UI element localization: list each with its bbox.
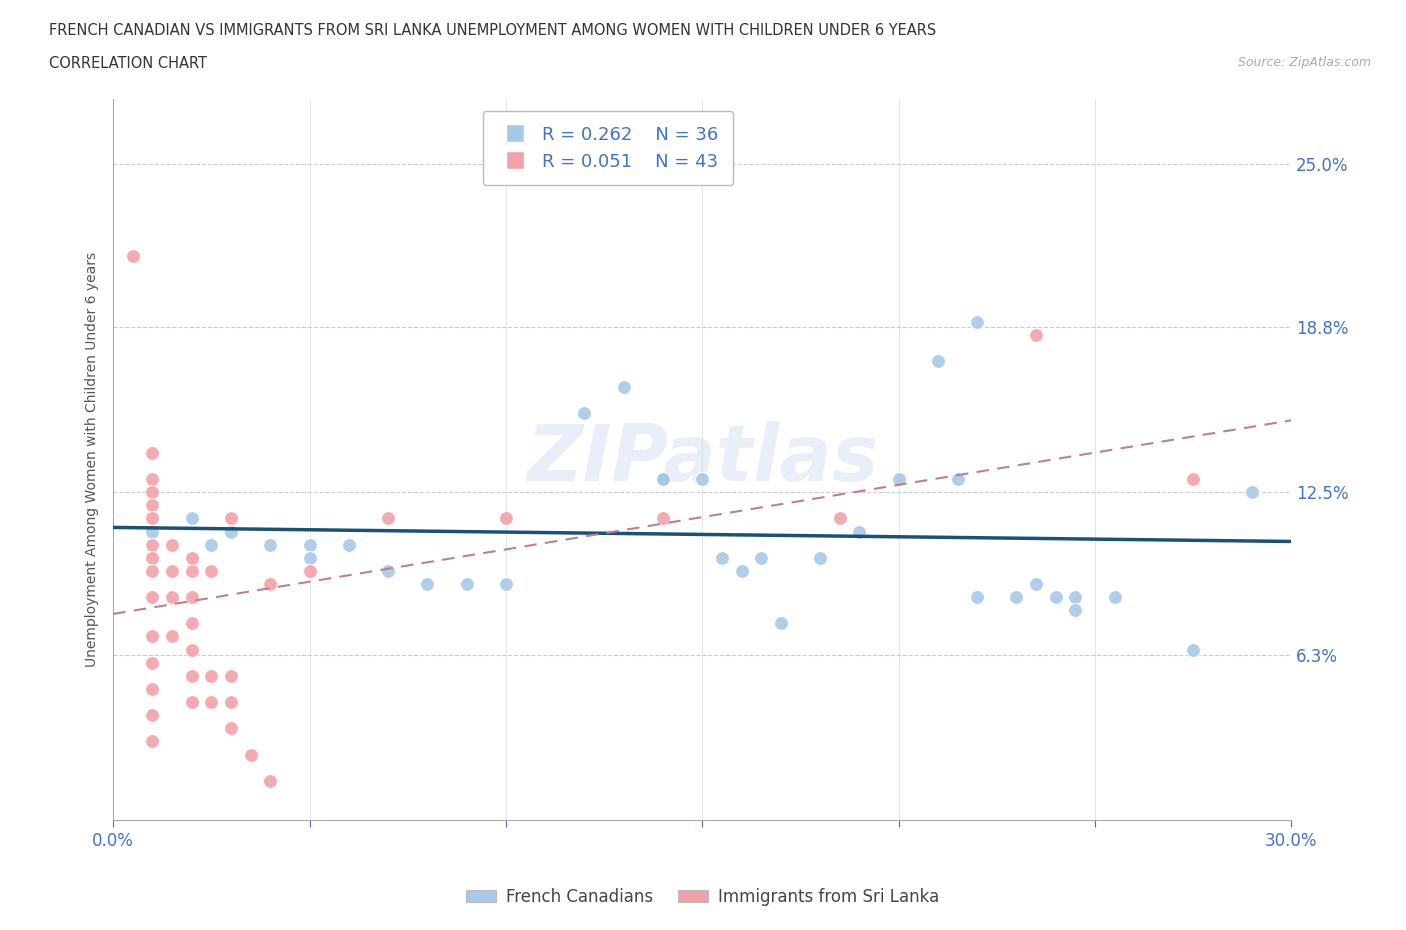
Point [337,538,360,552]
Point [946,472,969,486]
Point [1104,590,1126,604]
Point [495,577,517,591]
Point [180,695,202,710]
Point [141,472,163,486]
Point [456,577,478,591]
Point [180,551,202,565]
Point [377,564,399,578]
Point [259,774,281,789]
Point [416,577,439,591]
Point [574,406,596,421]
Point [1025,577,1047,591]
Text: CORRELATION CHART: CORRELATION CHART [49,56,207,71]
Point [141,511,163,525]
Point [141,525,163,539]
Point [180,669,202,684]
Point [180,590,202,604]
Text: ZIPatlas: ZIPatlas [526,421,879,498]
Point [1064,603,1087,618]
Point [200,695,222,710]
Point [828,511,851,525]
Point [377,511,399,525]
Point [160,564,183,578]
Legend: French Canadians, Immigrants from Sri Lanka: French Canadians, Immigrants from Sri La… [460,881,946,912]
Legend: R = 0.262    N = 36, R = 0.051    N = 43: R = 0.262 N = 36, R = 0.051 N = 43 [482,112,733,185]
Point [730,564,752,578]
Point [219,721,242,736]
Point [160,590,183,604]
Point [298,538,321,552]
Point [887,472,910,486]
Text: Source: ZipAtlas.com: Source: ZipAtlas.com [1237,56,1371,69]
Point [160,629,183,644]
Point [141,485,163,499]
Point [141,445,163,460]
Y-axis label: Unemployment Among Women with Children Under 6 years: Unemployment Among Women with Children U… [86,252,100,667]
Point [1025,327,1047,342]
Point [200,564,222,578]
Point [690,472,713,486]
Point [141,538,163,552]
Point [121,248,143,263]
Point [219,511,242,525]
Point [219,525,242,539]
Point [239,747,262,762]
Point [141,551,163,565]
Point [200,669,222,684]
Point [141,708,163,723]
Point [1045,590,1067,604]
Point [141,734,163,749]
Point [259,577,281,591]
Point [259,538,281,552]
Point [613,379,636,394]
Point [141,682,163,697]
Point [652,472,675,486]
Point [141,564,163,578]
Point [1182,472,1205,486]
Point [966,314,988,329]
Point [1241,485,1264,499]
Text: FRENCH CANADIAN VS IMMIGRANTS FROM SRI LANKA UNEMPLOYMENT AMONG WOMEN WITH CHILD: FRENCH CANADIAN VS IMMIGRANTS FROM SRI L… [49,23,936,38]
Point [219,695,242,710]
Point [966,590,988,604]
Point [652,472,675,486]
Point [219,669,242,684]
Point [141,498,163,512]
Point [180,616,202,631]
Point [749,551,772,565]
Point [180,564,202,578]
Point [160,538,183,552]
Point [495,511,517,525]
Point [927,353,949,368]
Point [848,525,870,539]
Point [141,590,163,604]
Point [200,538,222,552]
Point [1064,590,1087,604]
Point [769,616,792,631]
Point [1182,642,1205,657]
Point [180,642,202,657]
Point [710,551,733,565]
Point [180,511,202,525]
Point [141,629,163,644]
Point [141,656,163,671]
Point [808,551,831,565]
Point [298,551,321,565]
Point [652,511,675,525]
Point [298,564,321,578]
Point [1005,590,1028,604]
